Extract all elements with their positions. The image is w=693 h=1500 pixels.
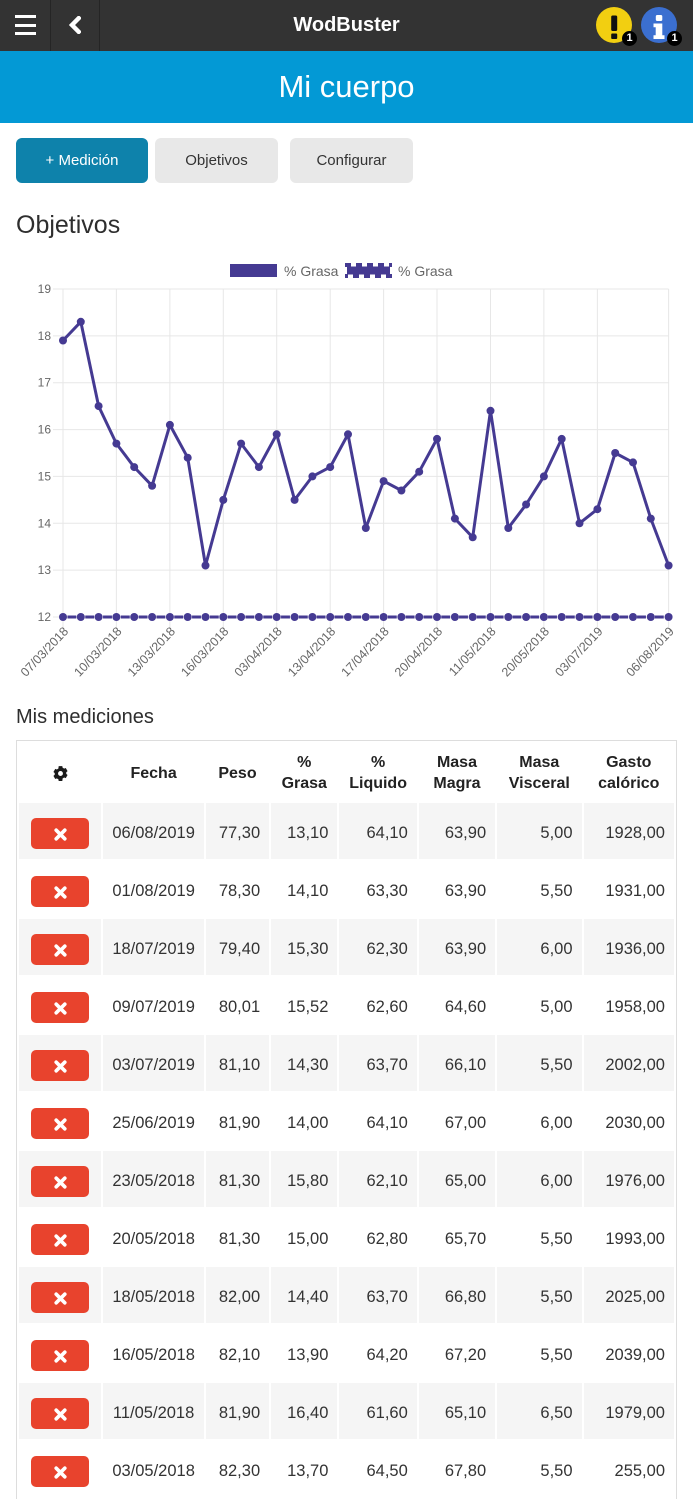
svg-text:% Grasa: % Grasa [398, 263, 453, 279]
svg-text:07/03/2018: 07/03/2018 [18, 624, 71, 679]
svg-text:12: 12 [38, 610, 52, 624]
svg-text:20/04/2018: 20/04/2018 [392, 624, 445, 679]
svg-text:13: 13 [38, 563, 52, 577]
svg-text:03/04/2018: 03/04/2018 [232, 624, 285, 679]
svg-text:20/05/2018: 20/05/2018 [499, 624, 552, 679]
svg-text:16/03/2018: 16/03/2018 [178, 624, 231, 679]
svg-text:13/03/2018: 13/03/2018 [125, 624, 178, 679]
svg-text:06/08/2019: 06/08/2019 [624, 624, 677, 679]
svg-text:03/07/2019: 03/07/2019 [552, 624, 605, 679]
svg-text:14: 14 [38, 516, 52, 530]
svg-text:% Grasa: % Grasa [284, 263, 339, 279]
svg-text:16: 16 [38, 423, 52, 437]
svg-text:13/04/2018: 13/04/2018 [285, 624, 338, 679]
svg-text:10/03/2018: 10/03/2018 [71, 624, 124, 679]
svg-text:18: 18 [38, 329, 52, 343]
svg-text:17: 17 [38, 376, 52, 390]
svg-text:15: 15 [38, 469, 52, 483]
svg-text:19: 19 [38, 282, 52, 296]
svg-text:11/05/2018: 11/05/2018 [446, 624, 499, 678]
svg-text:17/04/2018: 17/04/2018 [339, 624, 392, 679]
